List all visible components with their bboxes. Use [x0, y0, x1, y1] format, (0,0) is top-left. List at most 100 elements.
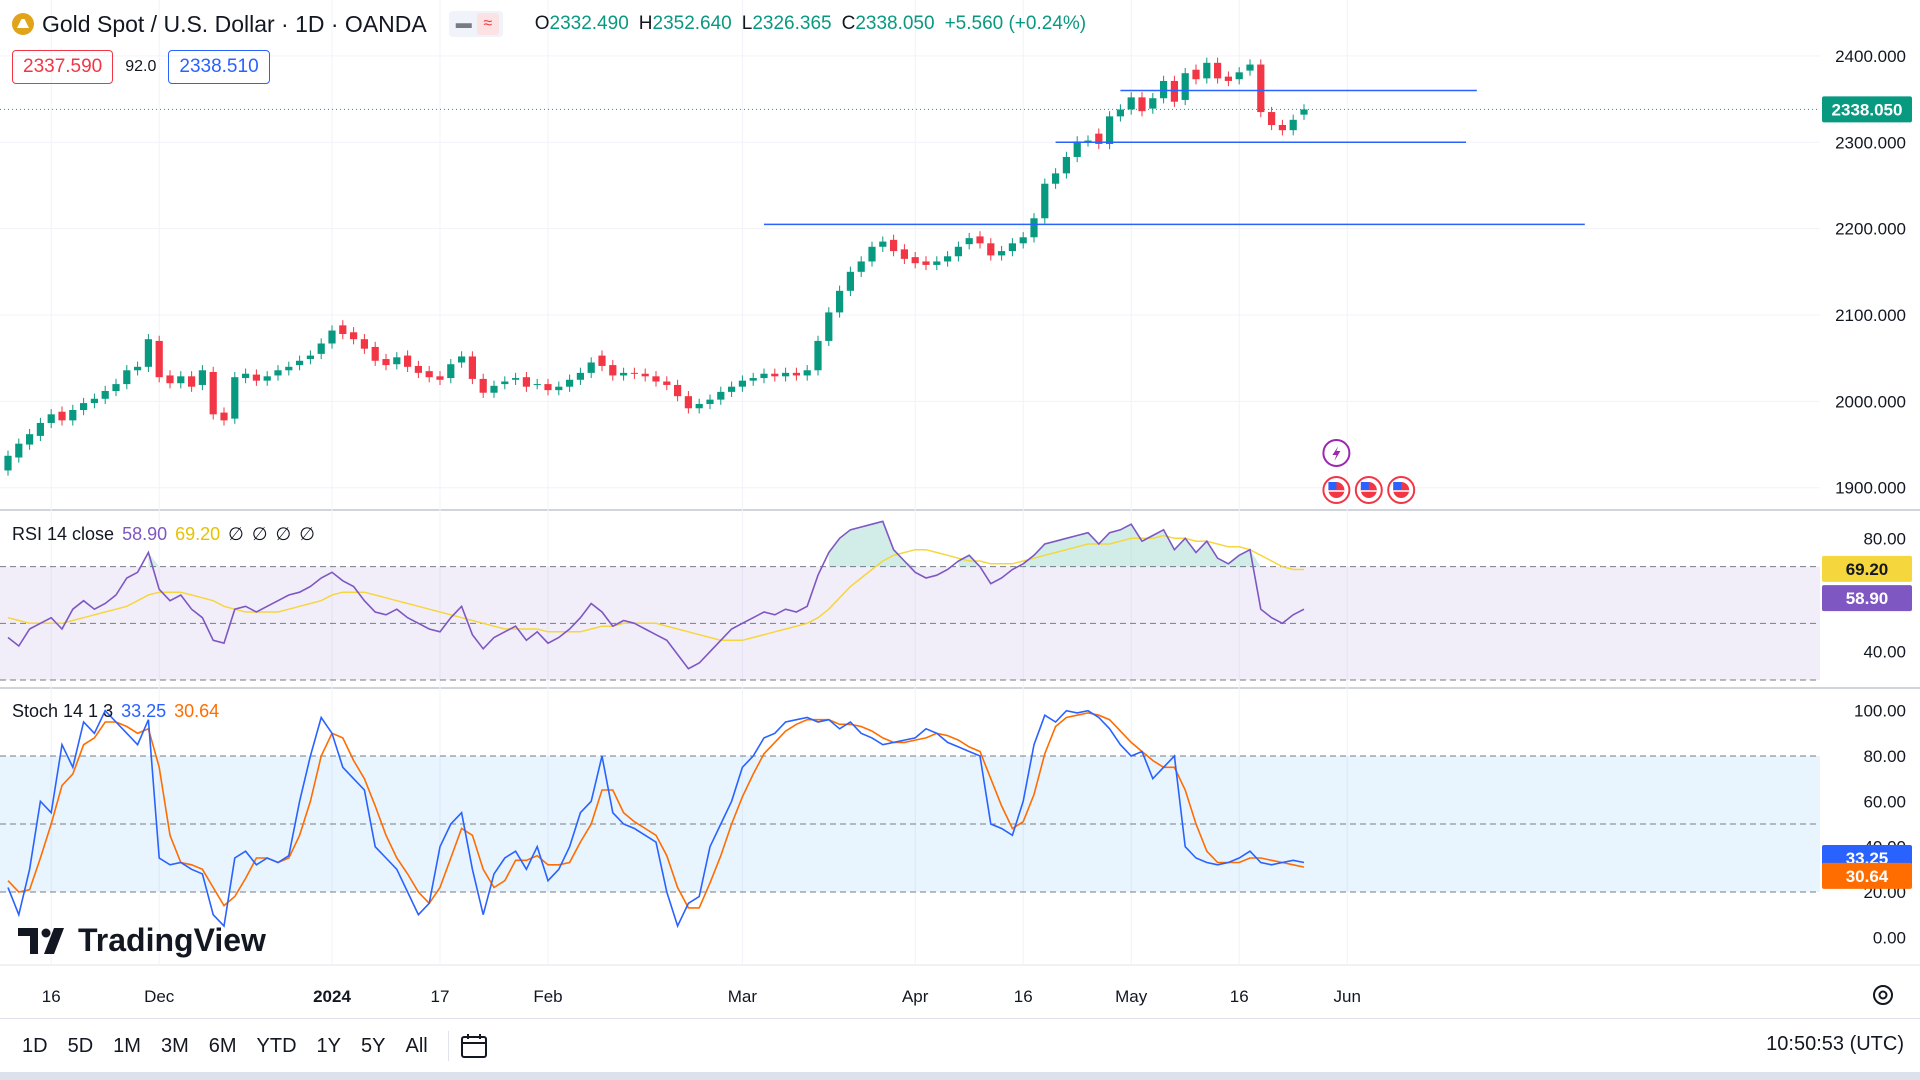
rsi-overbought-fill: [1142, 535, 1153, 567]
candle-body: [1052, 173, 1060, 184]
timeframe-1y[interactable]: 1Y: [316, 1034, 342, 1057]
event-markers[interactable]: [1322, 439, 1416, 504]
ohlc-values: O2332.490 H2352.640 L2326.365 C2338.050 …: [535, 13, 1086, 35]
candle-body: [1084, 140, 1092, 142]
timeframe-1d[interactable]: 1D: [22, 1034, 48, 1057]
candle-body: [1268, 112, 1276, 125]
candle-body: [414, 365, 422, 373]
candle-body: [1289, 119, 1297, 131]
timeframe-ytd[interactable]: YTD: [256, 1034, 297, 1057]
candle-body: [382, 359, 390, 366]
rsi-value: 58.90: [122, 524, 168, 544]
date-range-icon[interactable]: [459, 1032, 489, 1060]
stoch-k-line: [7, 709, 1305, 929]
candle-body: [836, 290, 844, 313]
lightning-bolt-icon: [1332, 446, 1341, 461]
candle-body: [479, 378, 487, 393]
candle-body: [90, 398, 98, 404]
time-tick-label: 16: [42, 987, 61, 1006]
candle-body: [144, 339, 152, 367]
candle-body: [846, 271, 854, 291]
candle-body: [555, 386, 563, 391]
gear-icon[interactable]: [1870, 982, 1896, 1008]
rsi-overbought-fill: [839, 529, 851, 567]
candle-body: [101, 391, 109, 399]
sell-button[interactable]: 2337.590: [12, 50, 114, 84]
candle-body: [1181, 73, 1189, 100]
candle-body: [879, 241, 887, 247]
indicator-bands: [0, 566, 1820, 893]
candle-body: [630, 372, 638, 374]
stoch-tick-label: 0.00: [1873, 928, 1906, 947]
stoch-k-value: 33.25: [121, 701, 167, 721]
high-label: H: [638, 13, 653, 34]
chart-mode-toggle[interactable]: ▬ ≈: [448, 11, 503, 37]
symbol-title[interactable]: Gold Spot / U.S. Dollar · 1D · OANDA: [42, 10, 427, 37]
rsi-legend[interactable]: RSI 14 close 58.90 69.20 ∅ ∅ ∅ ∅: [12, 524, 315, 545]
stoch-plot: [7, 709, 1305, 929]
candle-body: [576, 372, 584, 380]
candle-body: [771, 373, 779, 377]
candle-body: [1073, 141, 1081, 157]
rsi-overbought-fill: [1120, 524, 1132, 567]
candle-body: [1160, 80, 1168, 99]
candle-body: [1127, 97, 1135, 110]
rsi-tag: 58.90: [1846, 589, 1889, 608]
candle-body: [198, 370, 206, 385]
candle-body: [263, 376, 271, 381]
candle-body: [274, 370, 282, 376]
candle-body: [782, 372, 790, 377]
tradingview-logo[interactable]: TradingView: [18, 922, 266, 959]
open-value: 2332.490: [549, 13, 629, 34]
candle-body: [598, 355, 606, 366]
candle-body: [922, 261, 930, 265]
candle-body: [1170, 80, 1178, 102]
candle-body: [792, 372, 800, 376]
candle-body: [1019, 237, 1027, 244]
candle-body: [134, 366, 142, 371]
candle-body: [231, 377, 239, 419]
stoch-d-tag: 30.64: [1846, 867, 1889, 886]
candle-body: [663, 381, 671, 385]
candle-body: [1116, 109, 1124, 117]
timeframe-3m[interactable]: 3M: [160, 1034, 189, 1057]
minus-icon[interactable]: ▬: [455, 15, 472, 32]
timeframe-6m[interactable]: 6M: [208, 1034, 237, 1057]
candle-body: [209, 372, 217, 415]
stoch-legend[interactable]: Stoch 14 1 3 33.25 30.64: [12, 701, 219, 722]
timeframe-1m[interactable]: 1M: [113, 1034, 141, 1057]
rsi-overbought-fill: [1185, 538, 1196, 567]
candle-body: [404, 355, 412, 367]
candle-body: [166, 375, 174, 384]
trade-buttons: 2337.590 92.0 2338.510: [12, 50, 270, 84]
rsi-overbought-fill: [1077, 532, 1088, 567]
rsi-overbought-fill: [1098, 532, 1110, 567]
candle-body: [1008, 243, 1016, 252]
timeframe-all[interactable]: All: [405, 1034, 428, 1057]
rsi-overbought-fill: [1066, 535, 1078, 567]
rsi-plot: [7, 520, 1305, 670]
candle-body: [58, 411, 66, 421]
horizontal-levels[interactable]: [764, 89, 1585, 226]
utc-clock[interactable]: 10:50:53 (UTC): [1766, 1033, 1904, 1055]
low-label: L: [741, 13, 753, 34]
rsi-extra-1: ∅: [228, 524, 244, 544]
stoch-tick-label: 60.00: [1863, 792, 1906, 811]
candle-body: [36, 422, 44, 436]
candle-body: [749, 378, 757, 381]
time-tick-label: Jun: [1333, 987, 1360, 1006]
candle-body: [976, 236, 984, 244]
time-tick-label: 17: [431, 987, 450, 1006]
timeframe-5d[interactable]: 5D: [67, 1034, 94, 1057]
candle-body: [339, 325, 347, 334]
rsi-overbought-fill: [1055, 538, 1067, 567]
timeframe-5y[interactable]: 5Y: [361, 1034, 386, 1057]
candle-body: [285, 366, 293, 371]
chart-canvas[interactable]: 1900.000 2000.000 2100.000 2200.000 2300.000…: [0, 0, 1920, 1018]
buy-button[interactable]: 2338.510: [168, 50, 270, 84]
rsi-extra-3: ∅: [275, 524, 292, 544]
rsi-overbought-fill: [828, 538, 840, 567]
candlesticks: [0, 57, 1820, 476]
rsi-overbought-fill: [882, 521, 894, 567]
approx-icon[interactable]: ≈: [476, 13, 499, 35]
